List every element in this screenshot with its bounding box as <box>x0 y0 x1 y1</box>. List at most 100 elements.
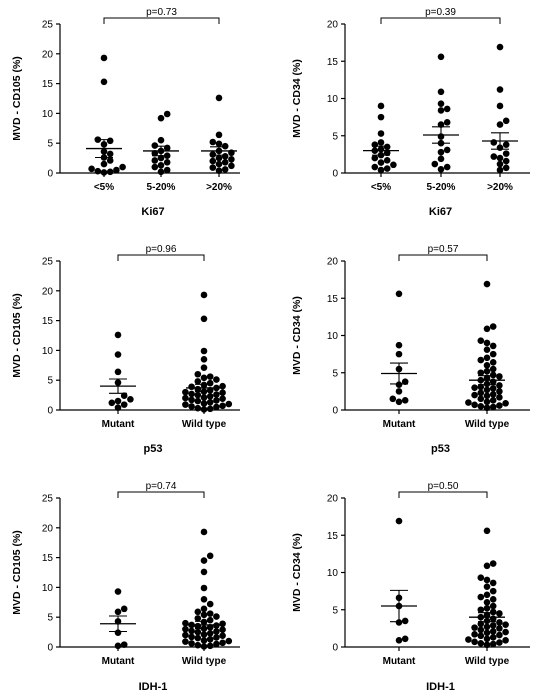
y-tick-label: 5 <box>47 613 53 624</box>
data-point <box>120 641 128 648</box>
data-point <box>490 139 498 146</box>
chart-panel-1: 0 5 10 15 20 25 <5% 5-20% >20% MVD - CD105 (%) Ki6… <box>11 7 240 218</box>
data-point <box>477 632 485 640</box>
data-point <box>377 159 385 166</box>
data-point <box>228 162 235 170</box>
y-tick-label: 5 <box>332 605 338 616</box>
data-point <box>206 552 214 560</box>
data-point <box>157 154 165 162</box>
data-point <box>213 613 220 620</box>
y-tick-label: 0 <box>332 169 338 180</box>
data-point <box>496 625 503 632</box>
y-tick-label: 0 <box>332 643 338 654</box>
data-point <box>496 388 503 395</box>
data-point <box>151 142 159 149</box>
data-point <box>496 639 503 646</box>
data-point <box>483 392 491 400</box>
data-point <box>228 155 235 163</box>
y-tick-label: 5 <box>332 368 338 379</box>
data-point <box>188 396 195 404</box>
data-point <box>489 634 497 641</box>
data-point <box>489 579 497 587</box>
y-tick-label: 15 <box>327 57 339 68</box>
x-axis-title: Ki67 <box>141 206 164 218</box>
data-point <box>502 636 509 644</box>
data-point <box>496 86 504 93</box>
y-tick-label: 0 <box>332 406 338 417</box>
data-point <box>477 620 485 628</box>
data-point <box>120 401 128 408</box>
data-point <box>157 161 165 169</box>
x-category-label: Mutant <box>102 419 135 430</box>
data-point <box>471 638 478 646</box>
x-category-label: Wild type <box>182 656 227 667</box>
data-point <box>395 619 403 626</box>
data-point <box>213 640 220 648</box>
data-point <box>401 635 409 643</box>
data-point <box>401 378 409 385</box>
data-point <box>100 78 108 86</box>
data-point <box>200 374 208 382</box>
data-point <box>465 636 472 643</box>
data-point <box>383 143 391 151</box>
data-point <box>200 315 208 323</box>
y-tick-label: 10 <box>327 331 339 342</box>
y-axis-title: MVD - CD34 (%) <box>291 533 303 612</box>
data-point <box>206 635 214 643</box>
data-point <box>215 94 223 102</box>
data-point <box>206 392 214 400</box>
data-point <box>200 637 208 644</box>
data-point <box>194 628 202 636</box>
y-axis-title: MVD - CD34 (%) <box>291 59 303 138</box>
data-point <box>502 399 509 407</box>
x-category-label: Mutant <box>102 656 135 667</box>
data-point <box>489 350 497 358</box>
data-point <box>151 150 159 157</box>
y-axis-title: MVD - CD34 (%) <box>291 296 303 375</box>
y-tick-label: 15 <box>42 553 54 564</box>
data-point <box>219 632 226 639</box>
data-point <box>114 397 122 405</box>
data-point <box>483 629 491 637</box>
y-tick-label: 15 <box>327 531 339 542</box>
data-point <box>477 639 485 647</box>
data-point <box>477 593 485 601</box>
data-point <box>194 641 202 649</box>
significance-bracket <box>117 491 205 498</box>
significance-bracket <box>103 17 220 24</box>
data-point <box>200 584 208 592</box>
data-point <box>483 367 491 375</box>
data-point <box>151 157 159 164</box>
data-point <box>213 391 220 398</box>
data-point <box>209 151 217 158</box>
data-point <box>219 389 226 397</box>
data-point <box>108 399 116 407</box>
data-point <box>496 166 504 174</box>
y-tick-label: 5 <box>47 139 53 150</box>
x-axis-title: p53 <box>144 443 163 455</box>
data-point <box>395 381 403 388</box>
data-point <box>489 397 497 404</box>
data-point <box>200 557 208 564</box>
data-point <box>471 384 478 391</box>
data-point <box>489 371 497 379</box>
chart-panel-3: 0 5 10 15 20 25 Mutant Wild type MVD - CD105 (%)… <box>11 244 240 455</box>
y-tick-label: 25 <box>42 494 54 505</box>
data-point <box>200 406 208 413</box>
data-point <box>206 600 214 608</box>
data-point <box>206 616 214 624</box>
data-point <box>483 623 491 631</box>
data-point <box>383 157 391 164</box>
data-point <box>182 631 189 639</box>
y-tick-label: 10 <box>42 583 54 594</box>
x-axis-title: p53 <box>431 443 450 455</box>
data-point <box>489 608 497 616</box>
y-tick-label: 20 <box>327 494 339 505</box>
x-category-label: >20% <box>487 182 513 193</box>
data-point <box>371 141 379 148</box>
data-point <box>157 136 165 144</box>
data-point <box>483 346 491 353</box>
data-point <box>200 611 208 619</box>
y-axis-title: MVD - CD105 (%) <box>11 56 23 141</box>
data-point <box>215 140 223 148</box>
